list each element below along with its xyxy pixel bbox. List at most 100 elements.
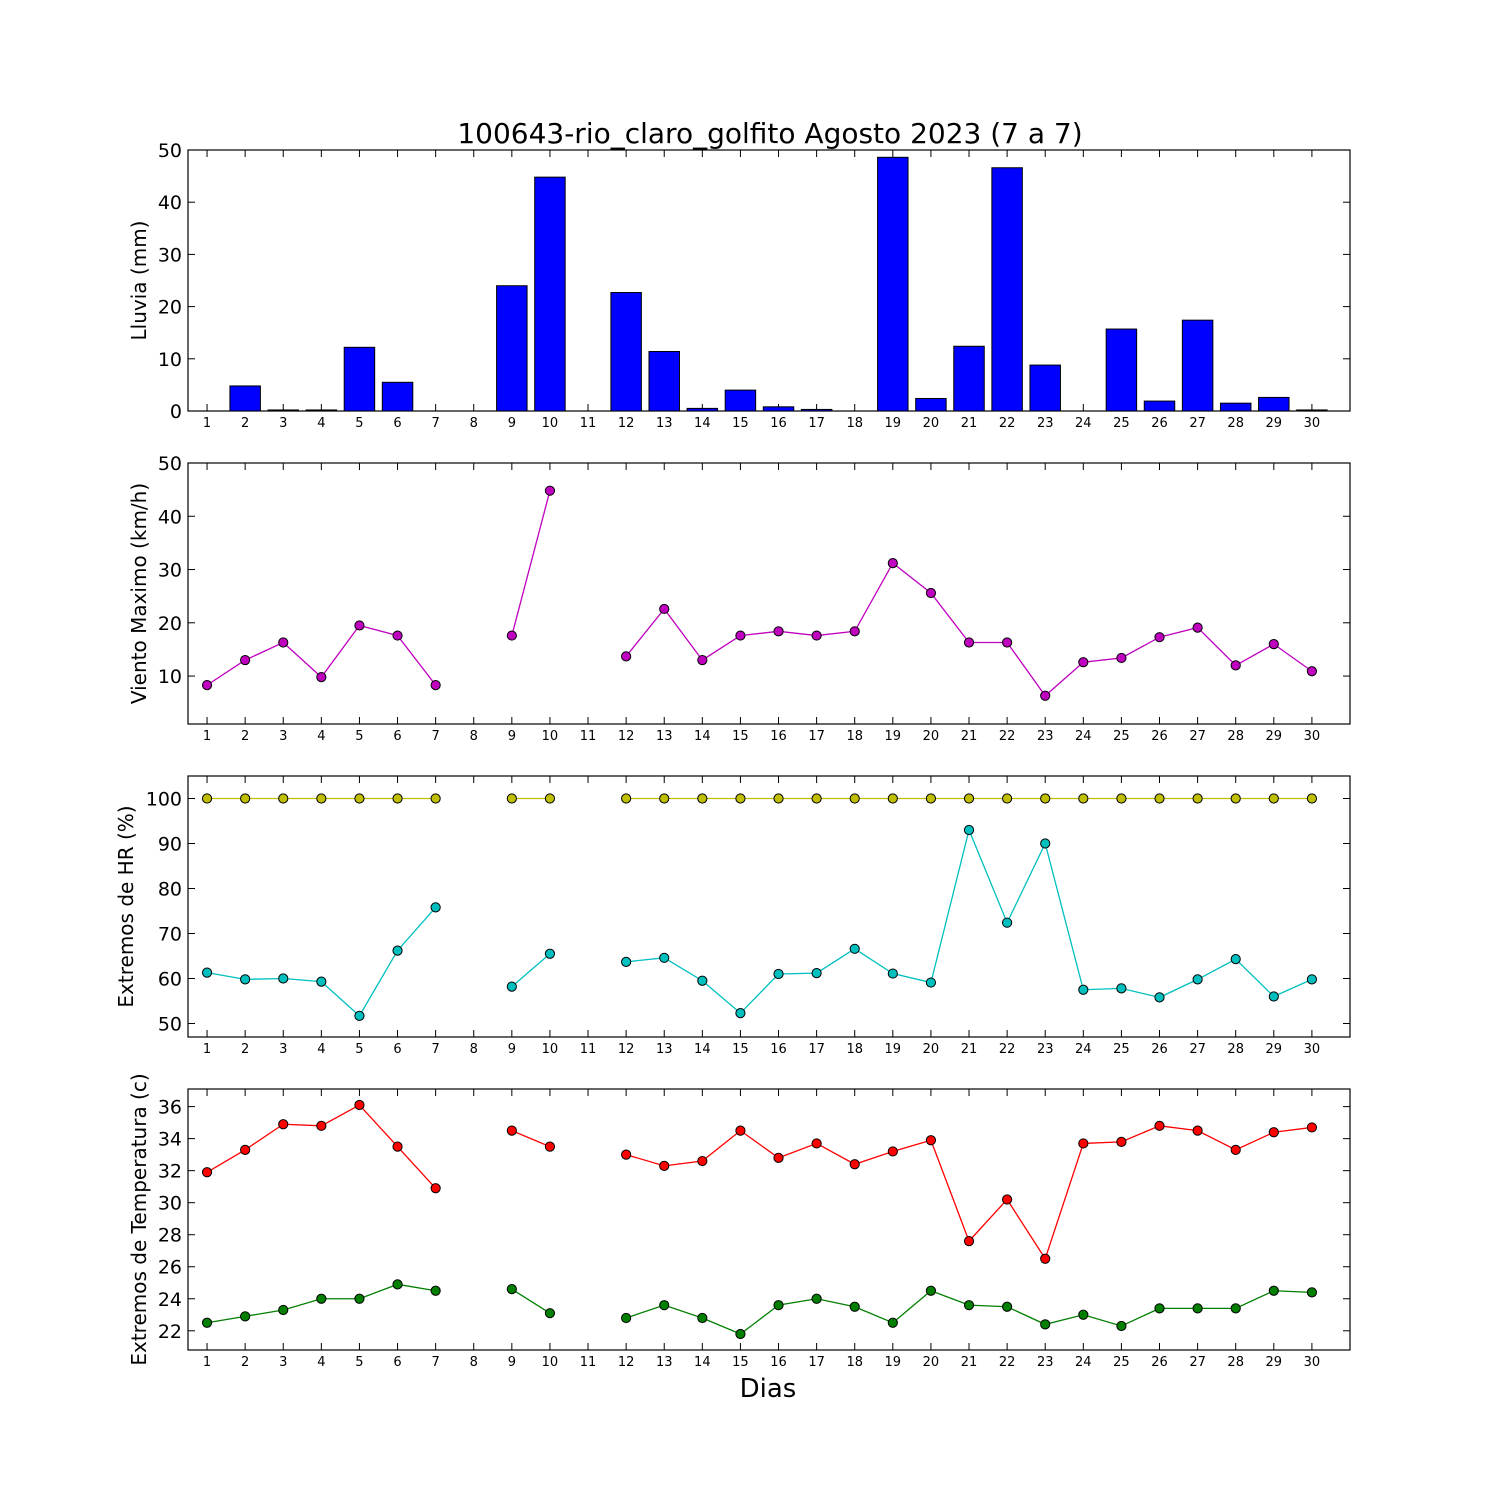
x-tick-label: 25 [1113,416,1130,431]
x-tick-label: 5 [355,416,363,431]
y-tick-label: 28 [158,1225,182,1247]
data-point [278,1304,289,1316]
y-tick-label: 30 [158,560,182,582]
x-tick-label: 13 [656,1355,673,1370]
y-axis-label: Viento Maximo (km/h) [127,483,151,704]
x-tick-label: 8 [470,416,478,431]
x-tick-label: 23 [1037,1355,1054,1370]
data-point [316,793,327,804]
data-point [1002,917,1013,928]
data-point [735,1328,746,1340]
x-tick-label: 13 [656,416,673,431]
data-point [621,793,632,804]
x-tick-label: 3 [279,1355,287,1370]
x-tick-label: 15 [732,416,749,431]
x-tick-label: 4 [317,1042,325,1057]
x-tick-label: 21 [961,416,978,431]
data-point [201,967,213,978]
x-tick-label: 29 [1266,1042,1283,1057]
x-tick-label: 7 [431,729,439,744]
data-point [697,793,708,804]
x-tick-label: 24 [1075,729,1092,744]
x-tick-label: 5 [355,1355,363,1370]
bar [915,397,947,412]
data-point [849,943,860,954]
data-point [621,1149,632,1160]
data-point [544,948,556,959]
y-tick-label: 40 [158,506,182,528]
bar [953,345,985,412]
bar [496,285,528,412]
y-tick-label: 90 [158,834,182,856]
data-point [1040,793,1051,804]
x-tick-label: 28 [1227,1042,1244,1057]
data-point [392,630,403,641]
data-point [506,1284,517,1295]
data-point [887,1317,898,1328]
x-tick-label: 18 [846,1355,863,1370]
x-tick-label: 18 [846,1042,863,1057]
x-tick-label: 4 [317,416,325,431]
x-tick-label: 13 [656,729,673,744]
bar [1296,409,1328,412]
data-point [735,793,746,804]
bar [1258,396,1290,412]
data-point [1192,1125,1203,1136]
x-tick-label: 28 [1227,1355,1244,1370]
y-tick-label: 100 [146,789,182,811]
data-point [963,637,975,648]
x-tick-label: 12 [618,1042,635,1057]
x-tick-label: 11 [580,729,597,744]
y-tick-label: 50 [158,1014,182,1036]
x-tick-label: 24 [1075,416,1092,431]
x-tick-label: 13 [656,1042,673,1057]
data-point [1002,1301,1013,1312]
data-point [1040,1253,1051,1264]
x-tick-label: 19 [885,416,902,431]
y-tick-label: 32 [158,1161,182,1183]
data-point [811,793,822,804]
x-tick-label: 17 [808,1355,825,1370]
x-tick-label: 22 [999,416,1016,431]
data-point [1002,1194,1013,1205]
x-tick-label: 27 [1189,729,1206,744]
data-point [201,680,213,691]
data-point [201,793,213,804]
data-point [544,485,556,496]
data-point [849,626,860,637]
data-point [849,1159,860,1170]
x-tick-label: 30 [1304,1355,1321,1370]
x-tick-label: 2 [241,729,249,744]
x-tick-label: 1 [203,416,211,431]
data-point [506,1125,517,1136]
data-point [240,654,251,666]
data-point [1192,622,1203,633]
x-tick-label: 27 [1189,416,1206,431]
x-tick-label: 8 [470,1355,478,1370]
data-point [1230,793,1241,804]
x-tick-label: 3 [279,1042,287,1057]
x-tick-label: 22 [999,1042,1016,1057]
x-tick-label: 28 [1227,729,1244,744]
bar [1181,319,1214,412]
data-point [1306,974,1318,985]
x-tick-label: 10 [542,1355,559,1370]
x-tick-label: 14 [694,416,711,431]
x-tick-label: 25 [1113,1355,1130,1370]
data-point [697,1155,708,1167]
bar [1029,364,1061,412]
data-point [1306,666,1318,677]
x-tick-label: 14 [694,729,711,744]
x-tick-label: 23 [1037,416,1054,431]
bar [686,407,719,412]
x-tick-label: 27 [1189,1042,1206,1057]
x-tick-label: 27 [1189,1355,1206,1370]
data-point [697,975,708,986]
x-tick-label: 17 [808,729,825,744]
data-point [544,1141,556,1152]
x-tick-label: 23 [1037,729,1054,744]
bar [991,167,1023,412]
data-point [1230,660,1241,671]
